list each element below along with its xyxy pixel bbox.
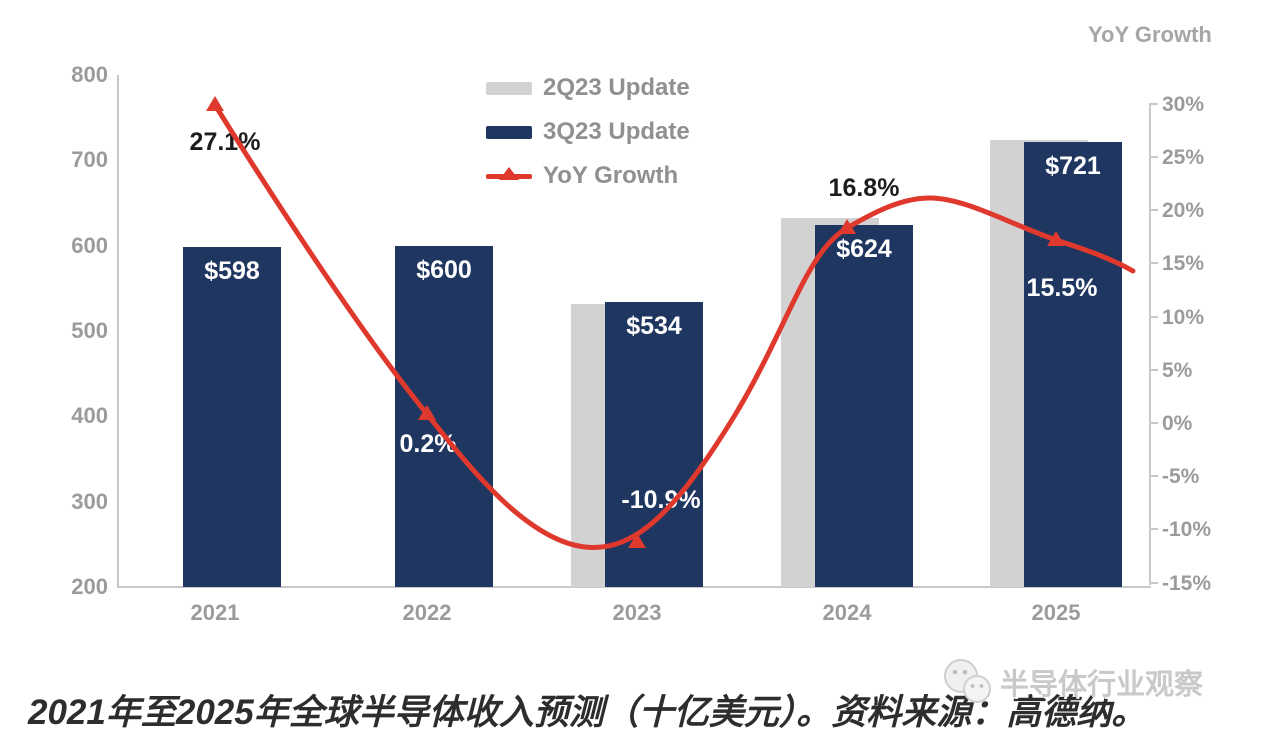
right-axis-tickmark	[1150, 102, 1158, 105]
right-axis-tickmark	[1150, 528, 1158, 531]
right-axis-tickmark	[1150, 156, 1158, 158]
watermark: 半导体行业观察	[940, 658, 1203, 706]
left-axis-line	[117, 75, 119, 588]
legend-swatch-3q23-bar-icon	[486, 125, 532, 139]
legend-item-2q23: 2Q23 Update	[486, 74, 690, 101]
right-axis-tick-0: 0%	[1162, 412, 1193, 435]
right-axis-tick-30: 30%	[1162, 92, 1205, 116]
left-axis-tick-300: 300	[71, 488, 108, 514]
x-axis-label-2022: 2022	[402, 600, 452, 625]
right-axis-tick-15: 15%	[1162, 252, 1205, 276]
right-axis-tick--5: -5%	[1162, 465, 1200, 489]
left-axis-tick-500: 500	[71, 318, 108, 343]
legend-label-yoy: YoY Growth	[543, 162, 679, 189]
left-axis-tick-200: 200	[71, 574, 108, 599]
right-axis-tickmark	[1150, 368, 1158, 371]
yoy-value-label-2025: 15.5%	[1026, 274, 1098, 302]
right-axis-line	[1149, 103, 1151, 585]
bar-value-label-2025: $721	[1045, 152, 1101, 181]
caption: 2021年至2025年全球半导体收入预测（十亿美元）。资料来源：高德纳。	[28, 693, 1147, 732]
legend-swatch-yoy-line-icon	[486, 166, 532, 180]
bar-3q23-update-2021	[183, 247, 281, 587]
right-axis-tickmark	[1150, 475, 1158, 478]
legend-label-2q23: 2Q23 Update	[543, 74, 690, 101]
right-axis-tick-10: 10%	[1162, 305, 1205, 329]
right-axis-tickmark	[1150, 209, 1158, 212]
right-axis-tick-20: 20%	[1162, 199, 1205, 223]
left-axis-tick-700: 700	[71, 147, 108, 173]
yoy-marker-2021	[206, 96, 224, 111]
bar-3q23-update-2025	[1024, 142, 1122, 587]
watermark-text: 半导体行业观察	[1000, 669, 1204, 701]
right-axis-tickmark	[1150, 422, 1158, 424]
bar-3q23-update-2022	[395, 245, 493, 587]
left-axis-tick-600: 600	[71, 232, 108, 258]
yoy-value-label-2024: 16.8%	[828, 174, 900, 202]
yoy-value-label-2023: -10.9%	[621, 486, 701, 514]
right-axis-tickmark	[1150, 581, 1158, 584]
bar-value-label-2022: $600	[416, 255, 472, 284]
right-axis-tickmark	[1150, 262, 1158, 265]
right-axis-title: YoY Growth	[1088, 22, 1212, 47]
x-axis-label-2024: 2024	[822, 600, 872, 625]
right-axis-tick--10: -10%	[1162, 518, 1212, 542]
right-axis-tick--15: -15%	[1162, 571, 1212, 595]
wechat-icon	[944, 659, 991, 703]
left-axis-tick-400: 400	[71, 403, 108, 429]
bar-value-label-2023: $534	[626, 311, 682, 340]
legend-label-3q23: 3Q23 Update	[543, 118, 690, 145]
legend-item-yoy: YoY Growth	[486, 162, 679, 189]
legend-item-3q23: 3Q23 Update	[486, 118, 690, 145]
right-axis-tickmark	[1150, 315, 1158, 318]
bar-value-label-2021: $598	[204, 257, 260, 286]
bar-3q23-update-2023	[605, 301, 703, 587]
x-axis-line	[117, 586, 1151, 588]
left-axis-tick-800: 800	[71, 62, 108, 87]
bar-3q23-update-2024	[815, 225, 913, 587]
x-axis-label-2025: 2025	[1031, 600, 1081, 625]
bar-value-label-2024: $624	[836, 235, 892, 264]
x-axis-label-2023: 2023	[612, 600, 662, 625]
right-axis-tick-25: 25%	[1162, 146, 1205, 169]
legend-swatch-2q23-bar-icon	[486, 81, 532, 95]
yoy-value-label-2022: 0.2%	[399, 430, 457, 458]
x-axis-label-2021: 2021	[190, 600, 240, 625]
yoy-value-label-2021: 27.1%	[189, 128, 261, 156]
right-axis-tick-5: 5%	[1162, 358, 1193, 382]
